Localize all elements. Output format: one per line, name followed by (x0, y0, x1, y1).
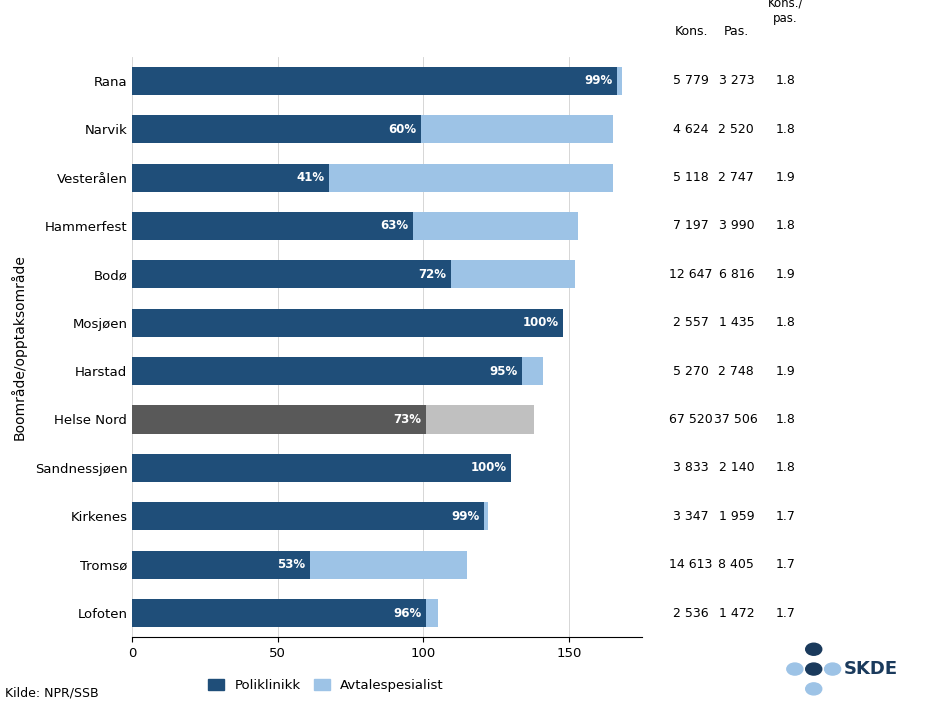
Text: 100%: 100% (523, 316, 559, 329)
Bar (420, 115, 613, 143)
Text: 63%: 63% (380, 219, 409, 232)
Text: 2 557: 2 557 (673, 316, 709, 329)
Text: 73%: 73% (394, 413, 421, 426)
Text: Kons./
pas.: Kons./ pas. (767, 0, 803, 25)
Legend: Poliklinikk, Avtalespesialist: Poliklinikk, Avtalespesialist (203, 673, 449, 697)
Text: 8 405: 8 405 (718, 558, 754, 571)
Text: 67 520: 67 520 (669, 413, 713, 426)
Text: 53%: 53% (278, 558, 305, 571)
Bar (484, 502, 487, 530)
Bar (413, 212, 578, 240)
Text: 41%: 41% (296, 171, 325, 184)
Text: 1.9: 1.9 (776, 365, 795, 377)
Bar (132, 454, 511, 482)
Bar (132, 67, 616, 95)
Text: 95%: 95% (490, 365, 518, 377)
Text: 12 647: 12 647 (669, 268, 713, 281)
Text: 1.9: 1.9 (776, 171, 795, 184)
Text: 1.8: 1.8 (775, 219, 796, 232)
Bar (426, 406, 534, 433)
Text: 1.8: 1.8 (775, 462, 796, 474)
Text: 1 959: 1 959 (718, 510, 754, 523)
Bar (522, 357, 543, 385)
Text: 2 140: 2 140 (718, 462, 754, 474)
Text: 1.7: 1.7 (775, 558, 796, 571)
Text: 3 347: 3 347 (673, 510, 709, 523)
Text: 99%: 99% (584, 74, 613, 87)
Text: 3 990: 3 990 (718, 219, 754, 232)
Text: 60%: 60% (388, 122, 416, 136)
Bar (132, 599, 426, 627)
Text: 37 506: 37 506 (715, 413, 758, 426)
Text: 1 472: 1 472 (718, 607, 754, 620)
Bar (132, 406, 426, 433)
Bar (616, 67, 621, 95)
Text: 5 270: 5 270 (673, 365, 709, 377)
Text: 100%: 100% (470, 462, 507, 474)
Bar (132, 309, 564, 337)
Text: 96%: 96% (393, 607, 421, 620)
Text: 2 520: 2 520 (718, 122, 754, 136)
Bar (451, 261, 575, 288)
Text: 1.8: 1.8 (775, 74, 796, 87)
Text: 1.9: 1.9 (776, 268, 795, 281)
Text: 1.7: 1.7 (775, 607, 796, 620)
Text: Kilde: NPR/SSB: Kilde: NPR/SSB (5, 687, 98, 700)
Text: SKDE: SKDE (844, 660, 898, 678)
Text: 99%: 99% (451, 510, 480, 523)
Text: 1.8: 1.8 (775, 122, 796, 136)
Text: 1.8: 1.8 (775, 316, 796, 329)
Bar (310, 551, 467, 578)
Text: 1.7: 1.7 (775, 510, 796, 523)
Text: 5 779: 5 779 (673, 74, 709, 87)
Text: 2 536: 2 536 (673, 607, 709, 620)
Bar (132, 357, 522, 385)
Bar (132, 115, 420, 143)
Bar (132, 212, 413, 240)
Text: 1.8: 1.8 (775, 413, 796, 426)
Text: 1 435: 1 435 (718, 316, 754, 329)
Text: 14 613: 14 613 (669, 558, 713, 571)
Text: Pas.: Pas. (724, 25, 749, 38)
Bar (132, 551, 310, 578)
Bar (132, 261, 451, 288)
Text: 2 748: 2 748 (718, 365, 754, 377)
Bar (329, 164, 613, 192)
Bar (132, 502, 484, 530)
Text: 2 747: 2 747 (718, 171, 754, 184)
Text: 7 197: 7 197 (673, 219, 709, 232)
Text: 3 833: 3 833 (673, 462, 709, 474)
Text: 5 118: 5 118 (673, 171, 709, 184)
Text: 3 273: 3 273 (718, 74, 754, 87)
Y-axis label: Boområde/opptaksområde: Boområde/opptaksområde (10, 254, 26, 440)
Text: 4 624: 4 624 (673, 122, 709, 136)
Text: 6 816: 6 816 (718, 268, 754, 281)
Text: Kons.: Kons. (674, 25, 708, 38)
Text: 72%: 72% (418, 268, 447, 281)
Bar (132, 164, 329, 192)
Bar (426, 599, 438, 627)
